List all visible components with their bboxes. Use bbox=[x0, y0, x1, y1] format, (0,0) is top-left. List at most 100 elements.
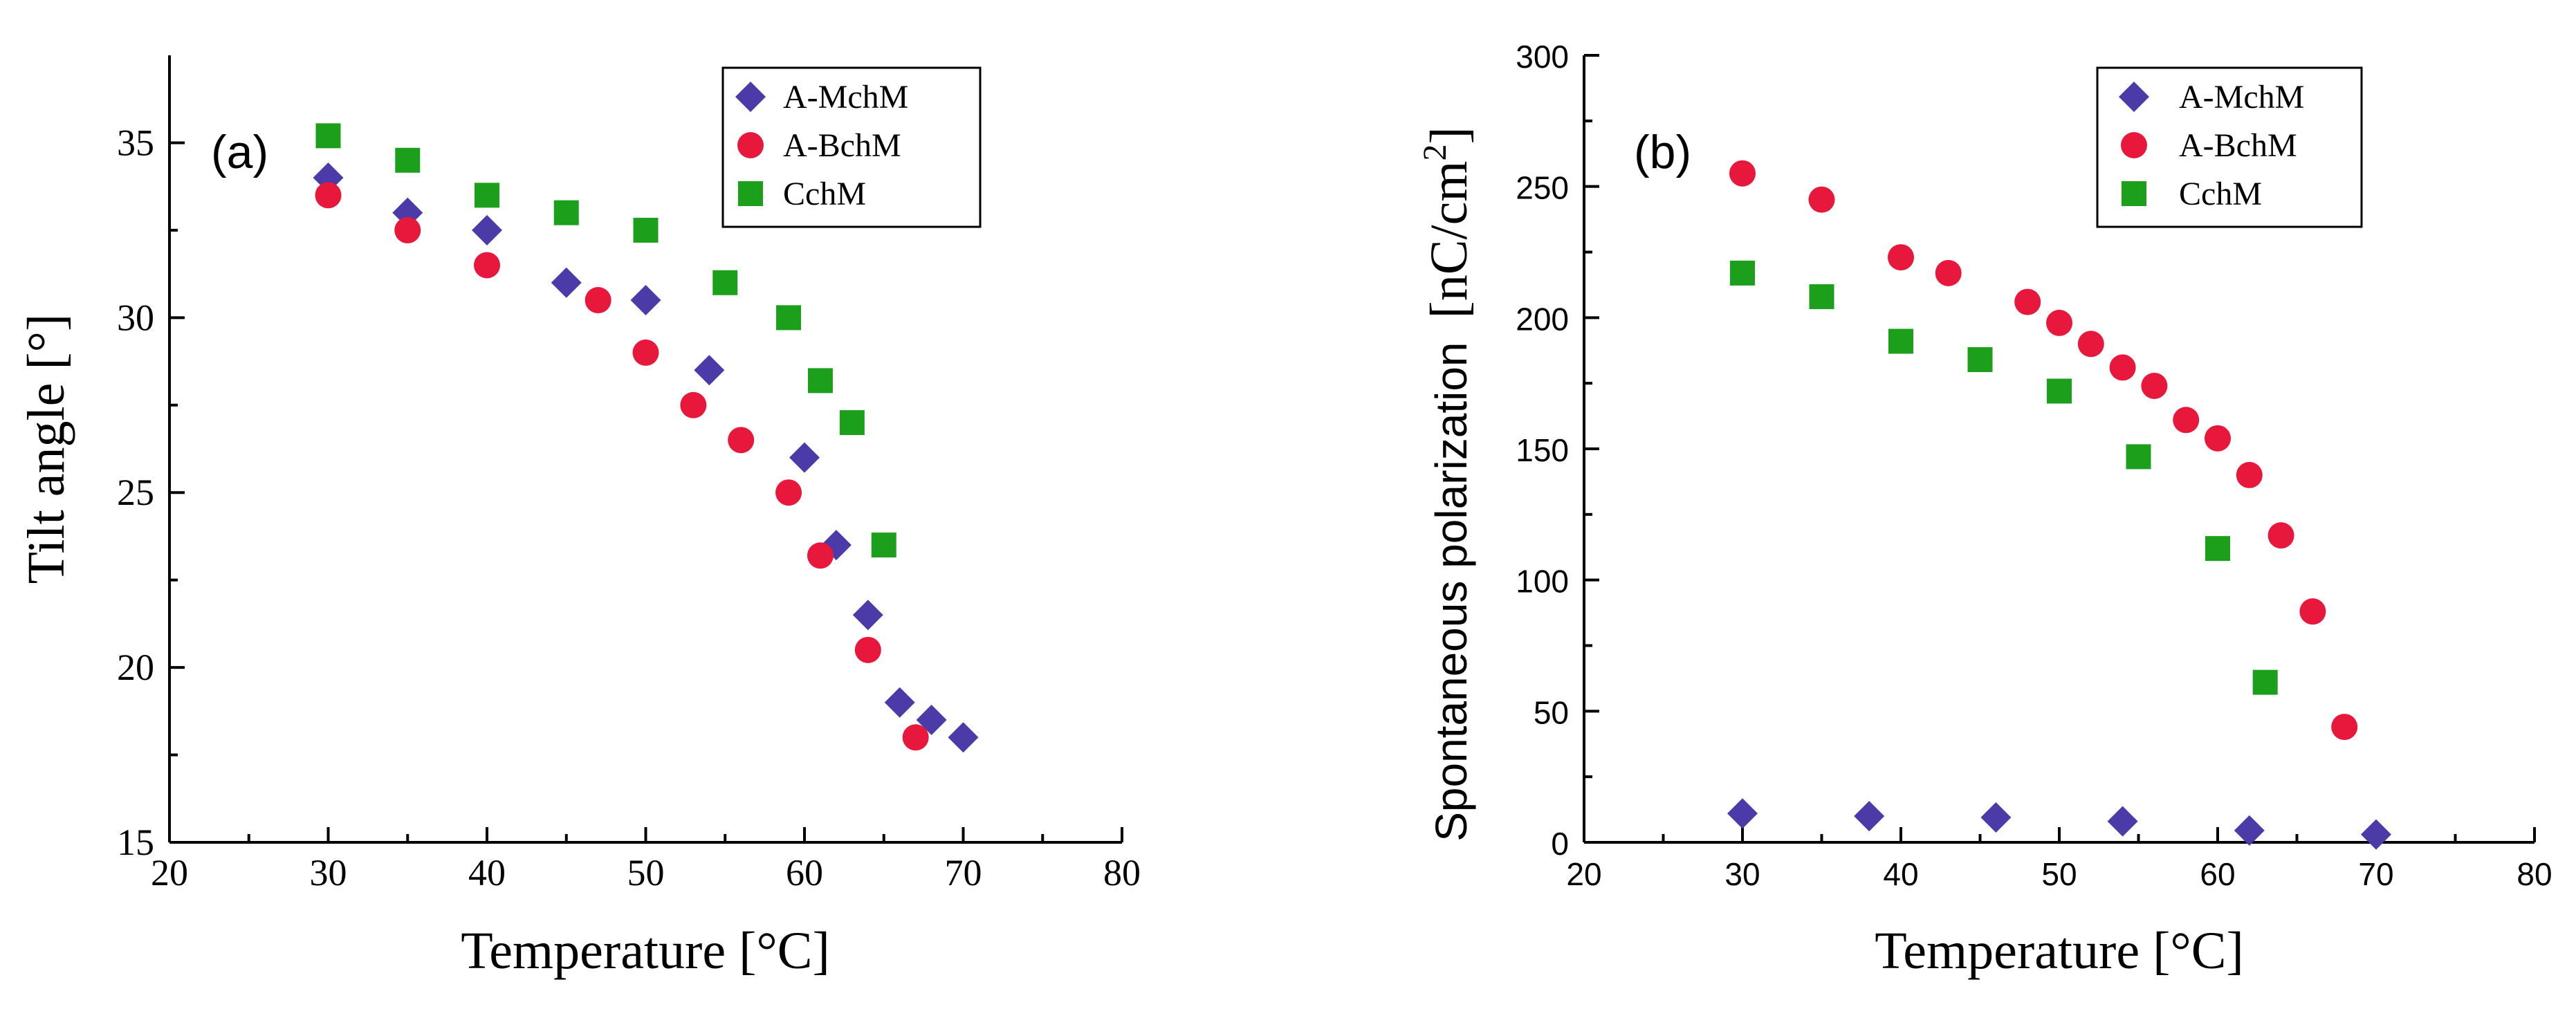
legend-a-label-abchm: A-BchM bbox=[783, 127, 901, 164]
data-point-b-cchm-7 bbox=[2252, 669, 2278, 695]
y-tick-label-a-20: 20 bbox=[117, 647, 154, 688]
data-point-b-cchm-3 bbox=[1967, 347, 1993, 373]
data-point-b-a-bchm-13 bbox=[2299, 598, 2326, 625]
x-tick-label-a-20: 20 bbox=[151, 852, 188, 894]
legend-b-marks bbox=[2119, 82, 2149, 206]
data-point-a-cchm-5 bbox=[712, 270, 738, 295]
data-point-b-a-bchm-8 bbox=[2141, 372, 2168, 399]
data-point-b-a-mchm-5 bbox=[2361, 819, 2391, 850]
data-point-a-a-bchm-2 bbox=[474, 252, 500, 279]
data-point-b-a-bchm-14 bbox=[2331, 714, 2358, 741]
data-point-a-a-bchm-3 bbox=[585, 287, 611, 314]
x-tick-label-a-80: 80 bbox=[1103, 852, 1141, 894]
y-tick-label-a-30: 30 bbox=[117, 297, 154, 338]
legend-a-marker-a-mchm bbox=[735, 82, 766, 112]
data-point-a-a-mchm-4 bbox=[630, 285, 661, 316]
data-point-a-a-mchm-3 bbox=[551, 267, 582, 298]
data-point-a-cchm-3 bbox=[553, 200, 579, 225]
x-tick-label-b-80: 80 bbox=[2517, 856, 2552, 892]
legend-a: A-MchM A-BchM CchM bbox=[721, 66, 982, 228]
data-point-b-a-mchm-0 bbox=[1727, 798, 1758, 829]
x-axis-title-a: Temperature [°C] bbox=[461, 922, 830, 980]
y-tick-label-b-0: 0 bbox=[1551, 826, 1569, 862]
data-point-a-a-bchm-5 bbox=[680, 391, 707, 418]
data-point-b-cchm-4 bbox=[2047, 378, 2072, 404]
data-point-a-a-bchm-7 bbox=[775, 479, 802, 506]
data-point-a-cchm-8 bbox=[839, 410, 865, 436]
x-axis-title-b: Temperature [°C] bbox=[1875, 922, 2244, 980]
y-tick-label-b-300: 300 bbox=[1516, 39, 1569, 75]
data-point-a-a-bchm-0 bbox=[315, 182, 342, 209]
x-tick-label-a-30: 30 bbox=[310, 852, 347, 894]
data-point-a-a-mchm-9 bbox=[884, 687, 915, 718]
data-point-b-a-bchm-5 bbox=[2046, 309, 2072, 336]
legend-b: A-MchM A-BchM CchM bbox=[2096, 66, 2363, 228]
data-point-a-a-bchm-9 bbox=[854, 636, 881, 663]
data-point-a-cchm-4 bbox=[633, 217, 659, 243]
x-tick-label-b-70: 70 bbox=[2358, 856, 2393, 892]
data-point-a-a-mchm-6 bbox=[789, 442, 820, 473]
data-point-a-cchm-0 bbox=[315, 123, 341, 149]
y-tick-label-b-200: 200 bbox=[1516, 301, 1569, 337]
legend-a-label-cchm: CchM bbox=[783, 176, 866, 212]
data-point-b-cchm-1 bbox=[1809, 284, 1834, 309]
data-point-a-cchm-9 bbox=[871, 533, 896, 558]
x-tick-label-b-50: 50 bbox=[2041, 856, 2077, 892]
x-tick-label-b-40: 40 bbox=[1883, 856, 1918, 892]
data-point-b-a-mchm-4 bbox=[2234, 815, 2265, 846]
legend-a-marker-a-bchm bbox=[737, 132, 764, 158]
data-point-a-cchm-7 bbox=[807, 368, 833, 394]
data-point-a-a-mchm-5 bbox=[694, 355, 725, 386]
y-tick-label-b-150: 150 bbox=[1516, 432, 1569, 468]
data-point-b-a-bchm-0 bbox=[1729, 160, 1756, 187]
y-axis-title-b-unit-sup: 2 bbox=[1417, 145, 1453, 161]
data-point-b-cchm-2 bbox=[1888, 328, 1913, 354]
x-tick-label-a-50: 50 bbox=[627, 852, 665, 894]
data-point-b-a-bchm-4 bbox=[2014, 288, 2041, 315]
data-point-a-a-bchm-8 bbox=[807, 542, 834, 569]
legend-b-label-cchm: CchM bbox=[2179, 176, 2262, 212]
data-point-b-a-bchm-10 bbox=[2205, 425, 2231, 452]
data-point-a-cchm-6 bbox=[776, 305, 802, 331]
x-tick-label-a-70: 70 bbox=[945, 852, 982, 894]
y-tick-label-b-50: 50 bbox=[1534, 694, 1569, 730]
data-point-b-a-bchm-3 bbox=[1935, 259, 1962, 286]
data-point-a-a-bchm-10 bbox=[902, 724, 929, 751]
y-axis-title-b-unit-close: ] bbox=[1420, 127, 1478, 144]
data-point-b-a-mchm-2 bbox=[1980, 802, 2012, 833]
legend-box-a bbox=[721, 66, 982, 228]
data-point-b-a-mchm-3 bbox=[2107, 806, 2138, 837]
y-axis-title-b-unit: [nC/cm bbox=[1420, 161, 1478, 319]
x-tick-label-a-60: 60 bbox=[786, 852, 823, 894]
data-point-a-a-bchm-6 bbox=[728, 427, 755, 454]
legend-b-label-abchm: A-BchM bbox=[2179, 127, 2297, 164]
y-tick-label-a-25: 25 bbox=[117, 472, 154, 513]
legend-b-marker-cchm bbox=[2122, 181, 2146, 206]
y-tick-label-b-100: 100 bbox=[1516, 564, 1569, 600]
legend-a-marker-cchm bbox=[738, 181, 763, 206]
data-point-a-a-bchm-1 bbox=[394, 216, 421, 243]
y-axis-title-a: Tilt angle [°] bbox=[17, 314, 75, 584]
data-point-a-a-bchm-4 bbox=[632, 339, 659, 366]
data-point-b-a-mchm-1 bbox=[1854, 801, 1885, 832]
data-point-b-cchm-0 bbox=[1730, 260, 1755, 286]
x-tick-label-a-40: 40 bbox=[468, 852, 506, 894]
data-point-b-a-bchm-11 bbox=[2236, 461, 2263, 488]
panel-label-b: (b) bbox=[1634, 126, 1691, 178]
legend-b-label-amchm: A-MchM bbox=[2179, 79, 2304, 115]
x-tick-label-b-20: 20 bbox=[1566, 856, 1601, 892]
marks-b bbox=[1727, 160, 2391, 850]
marks-a bbox=[313, 123, 979, 753]
panel-label-a: (a) bbox=[211, 126, 268, 178]
data-point-a-a-mchm-2 bbox=[472, 214, 502, 246]
data-point-a-cchm-2 bbox=[475, 183, 499, 208]
data-point-b-a-bchm-1 bbox=[1808, 186, 1835, 213]
legend-b-marker-a-bchm bbox=[2121, 132, 2147, 158]
y-tick-label-b-250: 250 bbox=[1516, 170, 1569, 206]
data-point-b-a-bchm-12 bbox=[2267, 522, 2294, 549]
legend-a-marks bbox=[735, 82, 766, 206]
data-point-b-a-bchm-6 bbox=[2077, 331, 2104, 358]
chart-panel-b: (b) 20 30 40 50 60 70 80 0 50 100 150 200 250 300 Tem… bbox=[1417, 39, 2552, 980]
